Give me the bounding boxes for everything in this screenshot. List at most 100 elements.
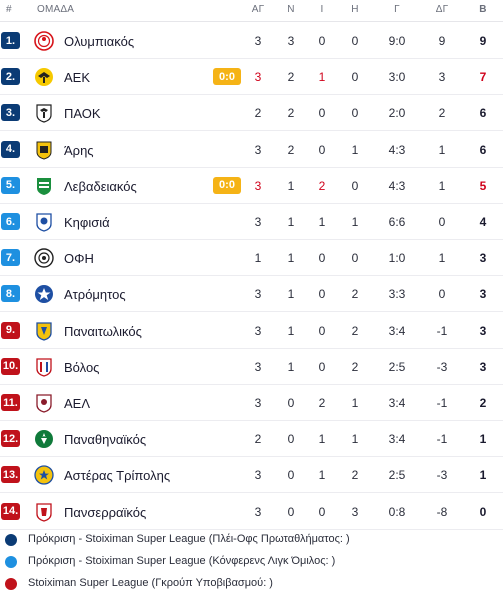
wins-cell: 1 bbox=[287, 215, 295, 229]
goal-diff-cell: 1 bbox=[438, 251, 446, 266]
table-row[interactable]: 5. Λεβαδειακός 0:0 3 1 2 0 4:3 1 5 bbox=[0, 168, 503, 204]
draws-cell: 1 bbox=[318, 70, 326, 85]
team-name[interactable]: ΟΦΗ bbox=[64, 251, 94, 267]
live-score-badge[interactable]: 0:0 bbox=[213, 68, 241, 86]
goals-cell: 3:0 bbox=[388, 70, 406, 85]
aek-logo bbox=[34, 67, 54, 87]
goal-diff-cell: -3 bbox=[436, 359, 448, 374]
table-row[interactable]: 10. Βόλος 3 1 0 2 2:5 -3 3 bbox=[0, 349, 503, 385]
goals-cell: 0:8 bbox=[388, 504, 406, 519]
table-row[interactable]: 11. ΑΕΛ 3 0 2 1 3:4 -1 2 bbox=[0, 385, 503, 421]
team-name[interactable]: Παναιτωλικός bbox=[64, 323, 142, 339]
losses-cell: 0 bbox=[351, 251, 359, 266]
losses-cell: 2 bbox=[351, 468, 359, 483]
live-score-badge[interactable]: 0:0 bbox=[213, 176, 241, 194]
team-name[interactable]: Παναθηναϊκός bbox=[64, 432, 147, 448]
goal-diff-cell: 9 bbox=[438, 34, 446, 48]
table-row[interactable]: 7. ΟΦΗ 1 1 0 0 1:0 1 3 bbox=[0, 240, 503, 277]
table-row[interactable]: 1. Ολυμπιακός 3 3 0 0 9:0 9 9 bbox=[0, 23, 503, 59]
team-name[interactable]: Λεβαδειακός bbox=[64, 178, 137, 194]
table-row[interactable]: 6. Κηφισιά 3 1 1 1 6:6 0 4 bbox=[0, 204, 503, 240]
team-name[interactable]: Αστέρας Τρίπολης bbox=[64, 468, 171, 484]
losses-cell: 2 bbox=[351, 323, 359, 338]
points-cell: 2 bbox=[479, 396, 487, 410]
losses-cell: 2 bbox=[351, 287, 359, 302]
team-name[interactable]: Άρης bbox=[64, 142, 94, 158]
team-name[interactable]: ΑΕΛ bbox=[64, 396, 91, 411]
losses-cell: 1 bbox=[351, 396, 359, 410]
draws-cell: 2 bbox=[318, 396, 326, 410]
goal-diff-cell: 0 bbox=[438, 215, 446, 229]
legend-item: Stoiximan Super League (Γκρούπ Υποβιβασμ… bbox=[0, 575, 503, 593]
wins-cell: 1 bbox=[287, 251, 295, 266]
draws-cell: 0 bbox=[318, 251, 326, 266]
points-cell: 1 bbox=[479, 468, 487, 483]
team-name[interactable]: Βόλος bbox=[64, 359, 100, 375]
team-name[interactable]: Κηφισιά bbox=[64, 215, 110, 230]
volos-logo bbox=[34, 357, 54, 377]
aris-logo bbox=[34, 140, 54, 160]
legend-color-dot bbox=[5, 556, 17, 568]
losses-cell: 0 bbox=[351, 34, 359, 48]
points-cell: 6 bbox=[479, 142, 487, 157]
wins-cell: 2 bbox=[287, 70, 295, 85]
legend-item: Πρόκριση - Stoiximan Super League (Κόνφε… bbox=[0, 553, 503, 571]
table-row[interactable]: 2. ΑΕΚ 0:0 3 2 1 0 3:0 3 7 bbox=[0, 59, 503, 96]
played-cell: 3 bbox=[254, 323, 262, 338]
rank-badge: 4. bbox=[1, 140, 20, 158]
draws-cell: 0 bbox=[318, 34, 326, 48]
table-row[interactable]: 9. Παναιτωλικός 3 1 0 2 3:4 -1 3 bbox=[0, 313, 503, 349]
points-cell: 4 bbox=[479, 215, 487, 229]
wins-cell: 1 bbox=[287, 178, 295, 193]
losses-cell: 1 bbox=[351, 142, 359, 157]
team-name[interactable]: ΠΑΟΚ bbox=[64, 106, 101, 122]
rank-badge: 11. bbox=[1, 394, 20, 411]
table-row[interactable]: 8. Ατρόμητος 3 1 0 2 3:3 0 3 bbox=[0, 276, 503, 313]
header-losses: Η bbox=[351, 4, 359, 15]
points-cell: 0 bbox=[479, 504, 487, 519]
goal-diff-cell: -1 bbox=[436, 323, 448, 338]
rank-badge: 8. bbox=[1, 285, 20, 303]
draws-cell: 0 bbox=[318, 359, 326, 374]
team-name[interactable]: ΑΕΚ bbox=[64, 70, 91, 86]
table-row[interactable]: 12. Παναθηναϊκός 2 0 1 1 3:4 -1 1 bbox=[0, 421, 503, 458]
team-name[interactable]: Ολυμπιακός bbox=[64, 34, 135, 49]
goals-cell: 3:4 bbox=[388, 323, 406, 338]
table-row[interactable]: 4. Άρης 3 2 0 1 4:3 1 6 bbox=[0, 132, 503, 168]
team-name[interactable]: Πανσερραϊκός bbox=[64, 504, 147, 520]
table-row[interactable]: 3. ΠΑΟΚ 2 2 0 0 2:0 2 6 bbox=[0, 95, 503, 132]
losses-cell: 0 bbox=[351, 106, 359, 121]
draws-cell: 1 bbox=[318, 468, 326, 483]
goals-cell: 3:4 bbox=[388, 432, 406, 447]
table-row[interactable]: 13. Αστέρας Τρίπολης 3 0 1 2 2:5 -3 1 bbox=[0, 457, 503, 494]
points-cell: 3 bbox=[479, 323, 487, 338]
played-cell: 2 bbox=[254, 432, 262, 447]
draws-cell: 2 bbox=[318, 178, 326, 193]
wins-cell: 2 bbox=[287, 106, 295, 121]
legend-item: Πρόκριση - Stoiximan Super League (Πλέι-… bbox=[0, 531, 503, 549]
points-cell: 5 bbox=[479, 178, 487, 193]
legend-label: Stoiximan Super League (Γκρούπ Υποβιβασμ… bbox=[28, 577, 273, 589]
panathinaikos-logo bbox=[34, 429, 54, 449]
header-team: ΟΜΑΔΑ bbox=[37, 4, 75, 15]
losses-cell: 2 bbox=[351, 359, 359, 374]
goal-diff-cell: -1 bbox=[436, 396, 448, 410]
losses-cell: 0 bbox=[351, 70, 359, 85]
wins-cell: 0 bbox=[287, 504, 295, 519]
rank-badge: 9. bbox=[1, 321, 20, 339]
goals-cell: 9:0 bbox=[388, 34, 406, 48]
rank-badge: 3. bbox=[1, 104, 20, 122]
draws-cell: 0 bbox=[318, 106, 326, 121]
wins-cell: 2 bbox=[287, 142, 295, 157]
header-wins: Ν bbox=[287, 4, 295, 15]
asteras-logo bbox=[34, 465, 54, 486]
ael-logo bbox=[34, 393, 54, 413]
wins-cell: 0 bbox=[287, 468, 295, 483]
goals-cell: 4:3 bbox=[388, 178, 406, 193]
header-draws: Ι bbox=[320, 4, 324, 15]
rank-badge: 5. bbox=[1, 176, 20, 194]
losses-cell: 3 bbox=[351, 504, 359, 519]
table-row[interactable]: 14. Πανσερραϊκός 3 0 0 3 0:8 -8 0 bbox=[0, 494, 503, 530]
wins-cell: 1 bbox=[287, 323, 295, 338]
team-name[interactable]: Ατρόμητος bbox=[64, 287, 126, 303]
